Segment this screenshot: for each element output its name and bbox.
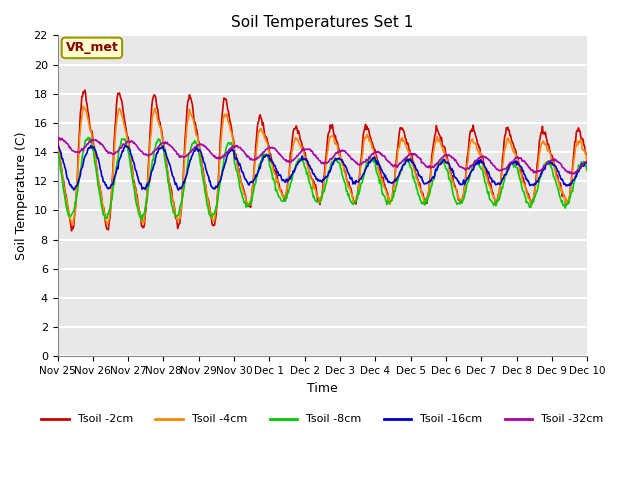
- Legend: Tsoil -2cm, Tsoil -4cm, Tsoil -8cm, Tsoil -16cm, Tsoil -32cm: Tsoil -2cm, Tsoil -4cm, Tsoil -8cm, Tsoi…: [37, 410, 608, 429]
- Title: Soil Temperatures Set 1: Soil Temperatures Set 1: [231, 15, 413, 30]
- X-axis label: Time: Time: [307, 382, 338, 395]
- Y-axis label: Soil Temperature (C): Soil Temperature (C): [15, 132, 28, 260]
- Text: VR_met: VR_met: [65, 41, 118, 54]
